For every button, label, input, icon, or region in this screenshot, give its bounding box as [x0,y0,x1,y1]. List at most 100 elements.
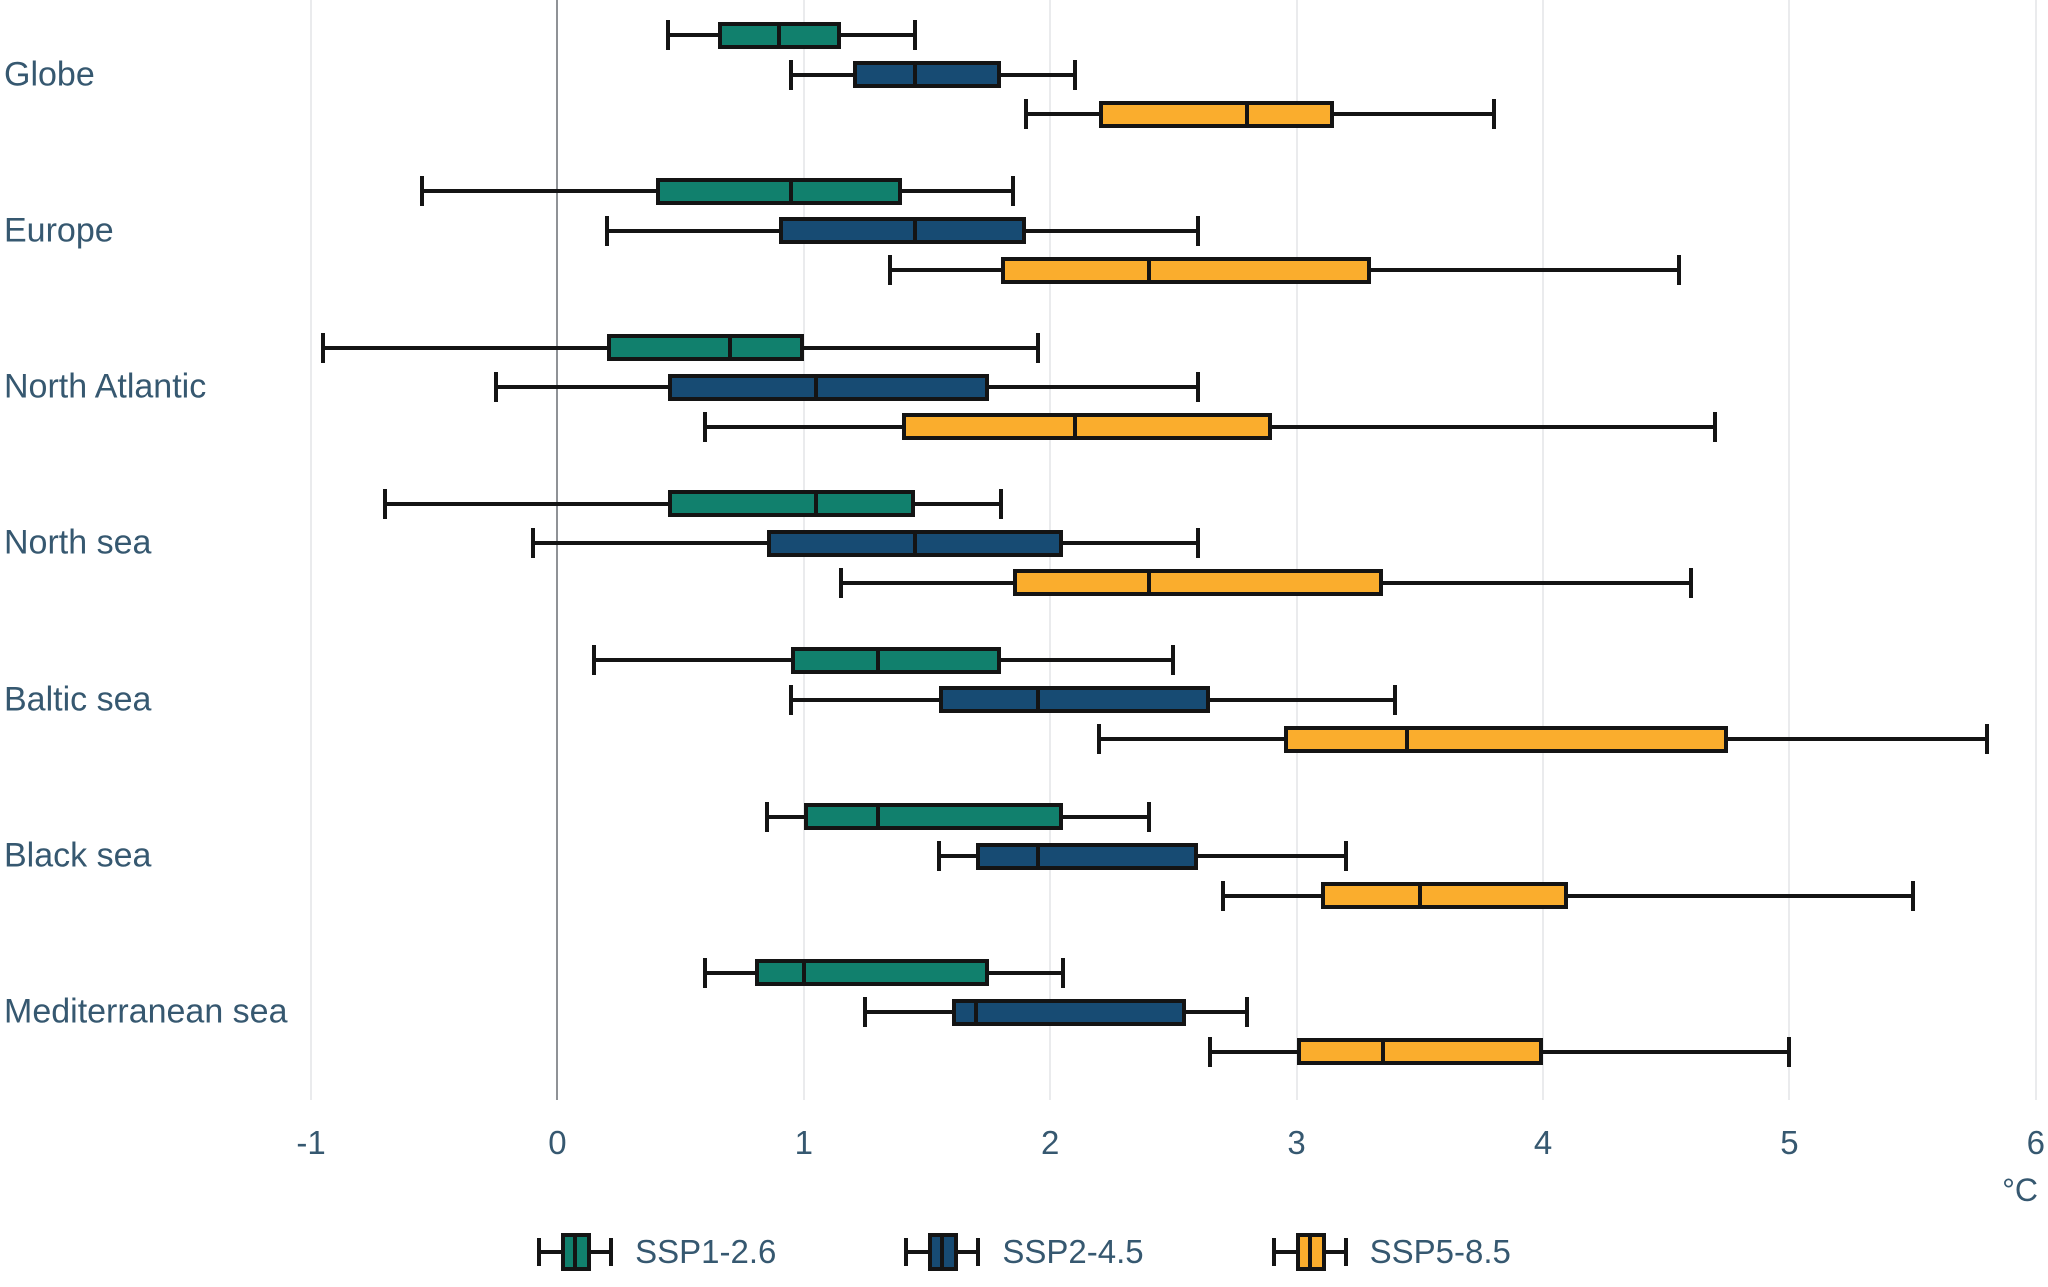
box[interactable] [1000,256,1371,284]
x-tick-label: 0 [548,1124,567,1161]
whisker-line-right [1727,737,1987,742]
whisker-cap-max [1713,411,1718,442]
whisker-cap-min [1208,1036,1213,1067]
whisker-line-left [594,658,792,663]
whisker-cap-min [493,372,498,403]
whisker-line-left [1099,737,1285,742]
legend-label: SSP1-2.6 [635,1233,777,1270]
whisker-line-right [1271,424,1716,429]
whisker-line-left [1222,893,1322,898]
legend-label: SSP5-8.5 [1369,1233,1511,1270]
whisker-line-right [1000,72,1075,77]
median-line [875,806,880,827]
whisker-cap-max [1984,724,1989,755]
whisker-cap-min [604,215,609,246]
whisker-cap-max [1676,255,1681,286]
whisker-cap-min [703,957,708,988]
whisker-line-right [1025,228,1199,233]
whisker-cap-min [1023,99,1028,129]
whisker-cap-min [1220,880,1225,911]
median-line [875,649,880,671]
whisker-line-right [1543,1049,1790,1054]
whisker-line-left [421,189,656,194]
whisker-line-right [1370,268,1679,273]
gridline [1542,0,1544,1100]
x-tick-label: -1 [296,1124,326,1161]
x-tick-label: 5 [1780,1124,1799,1161]
whisker-line-right [803,345,1038,350]
whisker-cap-max [1146,801,1151,832]
legend-label: SSP2-4.5 [1002,1233,1144,1270]
gridline [310,0,312,1100]
glyph-cap-right [976,1238,981,1266]
median-line [789,180,794,202]
category-label: Europe [4,211,114,250]
box[interactable] [1296,1038,1543,1066]
whisker-line-left [532,541,767,546]
whisker-line-left [791,72,854,77]
whisker-cap-min [764,801,769,832]
whisker-line-left [1210,1049,1297,1054]
whisker-line-right [1062,814,1149,819]
whisker-line-left [840,580,1014,585]
median-line [1146,259,1151,281]
zero-gridline [556,0,559,1100]
gridline [1788,0,1791,1100]
box[interactable] [1321,882,1568,909]
whisker-cap-max [1171,645,1176,676]
box[interactable] [779,217,1026,245]
whisker-cap-max [912,20,917,50]
whisker-cap-max [1072,59,1077,90]
box[interactable] [803,803,1063,830]
whisker-line-right [1567,893,1913,898]
glyph-median [940,1237,945,1267]
box[interactable] [951,998,1186,1026]
box[interactable] [668,373,989,401]
median-line [912,64,917,85]
x-axis: -1 0 1 2 3 4 5 6 [0,1120,2048,1166]
box[interactable] [655,177,903,205]
box[interactable] [976,842,1199,870]
whisker-line-right [1198,854,1346,858]
whisker-cap-max [1245,997,1250,1028]
median-line [1035,689,1040,711]
whisker-cap-min [838,567,843,598]
box[interactable] [1099,100,1334,128]
whisker-cap-min [666,20,671,50]
whisker-line-left [890,268,1001,273]
whisker-cap-min [937,841,942,871]
glyph-median [1307,1237,1312,1267]
box[interactable] [902,413,1272,441]
box[interactable] [1013,569,1383,597]
category-label: Mediterranean sea [4,992,288,1031]
median-line [974,1001,979,1023]
legend-item-ssp5-8.5[interactable]: SSP5-8.5 [1271,1232,1511,1272]
whisker-line-right [1382,580,1691,585]
whisker-cap-max [1196,215,1201,246]
median-line [1245,103,1250,125]
whisker-line-left [939,854,977,858]
legend-item-ssp2-4.5[interactable]: SSP2-4.5 [904,1232,1144,1272]
median-line [1035,845,1040,867]
median-line [1072,416,1077,438]
whisker-line-left [606,228,780,233]
whisker-cap-min [382,488,387,519]
category-label: Baltic sea [4,680,152,719]
whisker-cap-min [888,255,893,286]
legend-item-ssp1-2.6[interactable]: SSP1-2.6 [537,1232,776,1272]
whisker-cap-min [1097,724,1102,755]
median-line [814,376,819,398]
whisker-line-left [705,970,755,975]
whisker-cap-max [1688,567,1693,598]
whisker-cap-min [863,997,868,1028]
median-line [1380,1041,1385,1063]
box[interactable] [754,959,989,987]
box[interactable] [1284,725,1728,753]
box[interactable] [668,490,915,518]
box[interactable] [791,646,1001,674]
box[interactable] [939,686,1211,714]
box[interactable] [606,334,804,362]
category-label: Globe [4,55,95,93]
box[interactable] [853,61,1001,88]
